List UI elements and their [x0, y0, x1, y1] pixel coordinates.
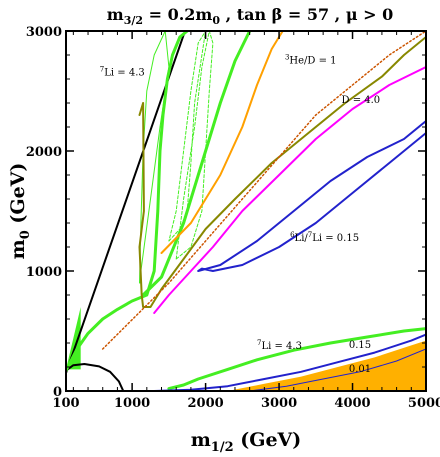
- x-tick-label: 4000: [334, 396, 370, 411]
- plot-frame: [65, 30, 427, 392]
- y-tick-label: 2000: [26, 145, 62, 160]
- series-green_thin: [139, 31, 170, 284]
- plot-area: [66, 31, 426, 391]
- series-orange_fill: [227, 340, 426, 391]
- x-tick-label: 100: [52, 396, 79, 411]
- x-tick-label: 5000: [408, 396, 440, 411]
- x-axis-label: m1/2 (GeV): [191, 429, 302, 455]
- series-orange: [160, 31, 284, 254]
- series-magenta: [153, 66, 426, 314]
- annotations: 7Li = 4.3 3He/D = 1 D = 4.0 6Li/7Li = 0.15 7…: [100, 53, 380, 374]
- x-tick-label: 1000: [114, 396, 150, 411]
- y-tick-label: 1000: [26, 265, 62, 280]
- series-blue_thin: [249, 348, 426, 391]
- annotation-li7-top: 7Li = 4.3: [100, 65, 145, 78]
- y-axis-label: m0 (GeV): [7, 163, 33, 260]
- annotation-v015: 0.15: [349, 340, 371, 351]
- chart-title: m3/2 = 0.2m0 , tan β = 57 , μ > 0: [107, 5, 393, 27]
- annotation-d4: D = 4.0: [342, 95, 381, 106]
- series-green_left: [66, 31, 189, 373]
- axes: 100 1000 2000 3000 4000 5000 0 1000 2000 3000: [26, 25, 440, 411]
- series-blue_bottom: [153, 333, 426, 391]
- annotation-v001: 0.01: [349, 364, 371, 375]
- y-tick-label: 3000: [26, 25, 62, 40]
- annotation-he3d: 3He/D = 1: [285, 53, 337, 66]
- y-tick-label: 0: [53, 385, 62, 400]
- series-black_arc: [66, 363, 125, 391]
- annotation-li7-bottom: 7Li = 4.3: [257, 339, 302, 352]
- series-green_fill_tri: [66, 307, 81, 370]
- x-tick-label: 2000: [187, 396, 223, 411]
- series-orange_dotted: [101, 31, 426, 350]
- annotation-li6li7: 6Li/7Li = 0.15: [290, 231, 359, 244]
- series-olive: [138, 36, 426, 308]
- series-green_bottom: [167, 327, 426, 391]
- x-tick-label: 3000: [261, 396, 297, 411]
- series-blue_upper: [197, 120, 426, 272]
- series-green_dashed_1: [175, 31, 214, 260]
- series-green_dashed_2: [168, 31, 207, 242]
